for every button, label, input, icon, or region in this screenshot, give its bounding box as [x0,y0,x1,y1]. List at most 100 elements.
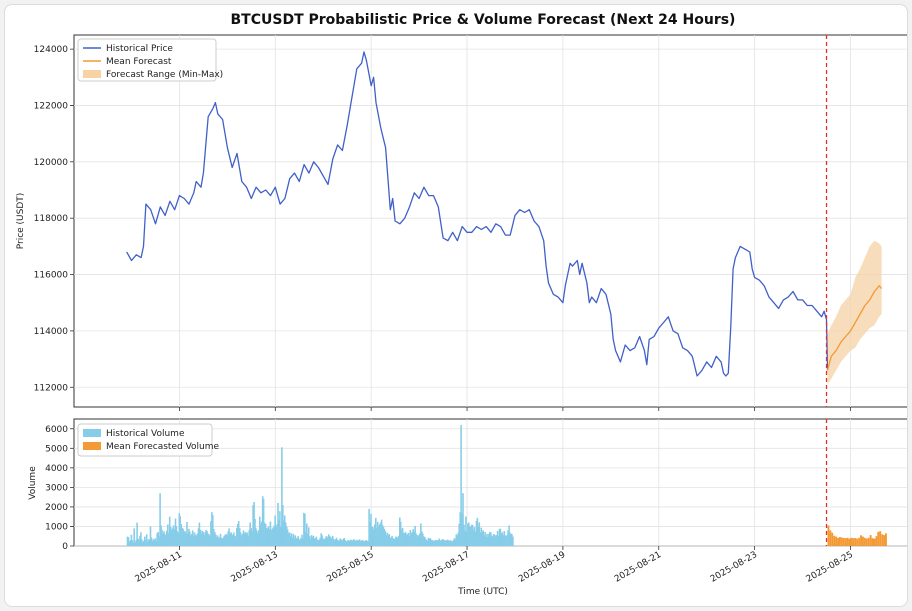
historical-volume-bar [442,539,444,546]
historical-volume-bar [128,541,131,546]
historical-volume-bar [237,521,240,546]
price-y-tick-label: 112000 [34,383,69,393]
historical-volume-bar [126,536,129,546]
historical-volume-bar [508,525,510,546]
historical-volume-bar [308,536,311,546]
historical-volume-bar [374,524,376,546]
historical-volume-bar [495,535,498,546]
historical-volume-bar [377,526,380,546]
historical-volume-bar [142,542,144,546]
historical-volume-bar [436,540,438,546]
historical-volume-bar [141,539,143,546]
historical-volume-bar [296,537,298,546]
historical-volume-bar [256,530,258,546]
historical-volume-bar [434,540,436,546]
historical-volume-bar [465,516,467,546]
historical-volume-bar [507,530,509,546]
historical-volume-bar [131,540,134,546]
historical-volume-bar [268,529,271,546]
historical-volume-bar [138,539,140,546]
historical-volume-bar [321,535,323,546]
historical-volume-bar [457,532,459,546]
forecast-volume-bar [875,536,878,546]
historical-volume-bar [435,539,437,546]
historical-volume-bar [340,539,343,546]
price-y-ticks: 112000 114000 116000 118000 120000 122000 1240… [34,45,74,393]
historical-volume-bar [355,539,358,546]
historical-volume-bar [456,535,459,546]
historical-volume-bar [511,533,513,546]
volume-y-ticks: 0 1000 2000 3000 4000 5000 6000 [45,425,74,552]
price-panel: 112000 114000 116000 118000 120000 122000 1240… [16,34,907,411]
historical-volume-bar [284,522,287,546]
forecast-range-area [827,240,882,385]
volume-legend: Historical Volume Mean Forecasted Volume [77,423,220,457]
historical-volume-bar [154,538,157,546]
historical-volume-bar [299,540,301,546]
forecast-volume-bar [844,538,847,546]
volume-legend-swatch [83,429,101,437]
historical-volume-bar [201,530,204,546]
forecast-volume-bar [865,538,868,546]
historical-volume-bar [463,524,465,546]
forecast-volume-bar [881,534,884,546]
historical-volume-bar [222,537,225,546]
historical-volume-bar [378,524,381,546]
historical-volume-bar [328,534,330,546]
price-y-tick-label: 122000 [34,101,69,111]
volume-y-tick-label: 1000 [45,522,68,532]
historical-volume-bar [353,540,356,546]
historical-volume-bar [338,540,341,546]
volume-y-tick-label: 6000 [45,425,68,435]
historical-volume-bar [467,523,469,546]
forecast-volume-bar [848,538,851,546]
forecast-volume-bar [871,538,874,546]
historical-volume-bar [188,528,190,546]
historical-volume-bar [504,535,506,546]
historical-volume-bar [380,519,383,546]
historical-volume-bar [293,538,296,546]
historical-volume-bar [418,535,420,546]
historical-volume-bar [319,537,321,546]
historical-volume-bar [398,535,400,546]
historical-volume-bar [469,526,472,546]
historical-volume-bar [144,536,146,546]
historical-volume-bar [147,539,150,546]
historical-volume-bar [366,541,368,546]
historical-volume-bar [255,528,257,546]
forecast-volume-bar [862,536,864,546]
historical-volume-bar [499,528,502,546]
historical-volume-bar [356,540,359,546]
volume-y-tick-label: 3000 [45,483,68,493]
historical-volume-bar [453,538,456,546]
historical-volume-bar [196,533,199,546]
historical-volume-bar [212,515,214,546]
historical-volume-bar [373,529,375,546]
historical-volume-bar [333,540,336,546]
historical-volume-bar [164,533,166,546]
forecast-volume-bar [879,531,882,546]
historical-volume-bar [430,539,433,546]
historical-volume-bar [506,535,508,546]
historical-volume-bar [375,517,377,546]
historical-volume-bar [387,535,390,546]
historical-volume-bar [223,535,226,546]
volume-x-ticks: 2025-08-11 2025-08-13 2025-08-15 2025-08-17… [134,546,855,585]
historical-volume-bar [229,533,231,546]
x-tick-label: 2025-08-25 [805,550,855,585]
historical-volume-bar [275,526,277,546]
historical-volume-bar [461,513,463,546]
historical-volume-bar [329,536,331,546]
historical-volume-bar [415,533,417,546]
historical-volume-bar [135,539,137,546]
historical-volume-bar [263,522,266,546]
historical-volume-bar [211,512,213,546]
historical-volume-bar [307,527,310,546]
historical-volume-bar [462,493,464,546]
historical-volume-bar [246,532,249,546]
historical-volume-bar [271,528,274,546]
historical-volume-bar [209,536,211,546]
historical-volume-bar [491,535,493,546]
historical-volume-bar [360,541,363,546]
